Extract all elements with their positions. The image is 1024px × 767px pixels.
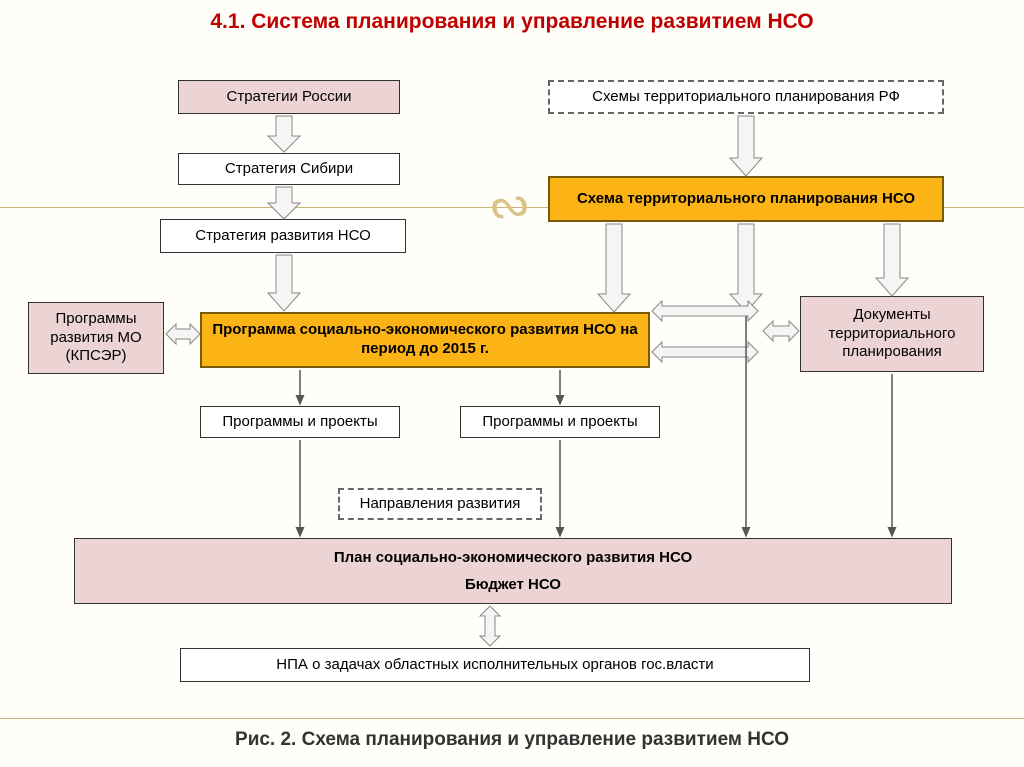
figure-caption: Рис. 2. Схема планирования и управление … bbox=[0, 729, 1024, 751]
arrows-layer bbox=[0, 0, 1024, 767]
